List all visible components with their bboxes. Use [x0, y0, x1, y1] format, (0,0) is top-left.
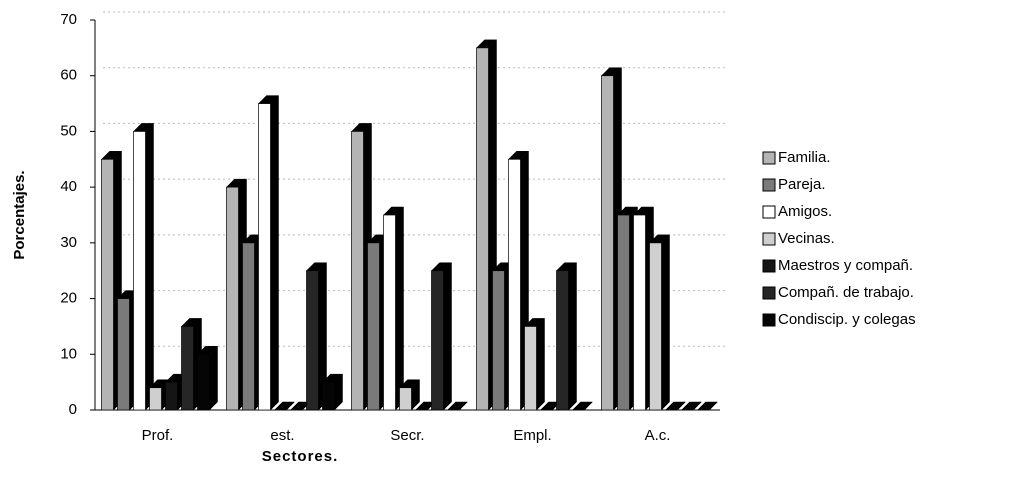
- bar: [617, 214, 630, 411]
- legend-swatch: [762, 286, 776, 300]
- x-tick-label: Secr.: [390, 427, 424, 444]
- bar-top: [696, 401, 719, 411]
- bar-side: [395, 206, 404, 411]
- bar-side: [568, 262, 577, 411]
- legend-label: Compañ. de trabajo.: [778, 284, 914, 301]
- bar: [399, 387, 412, 411]
- y-tick-label: 40: [60, 178, 77, 195]
- bar: [476, 47, 489, 411]
- y-tick-label: 60: [60, 67, 77, 84]
- bar: [367, 242, 380, 411]
- x-tick-label: Prof.: [142, 427, 174, 444]
- bar: [431, 270, 444, 411]
- x-tick-label: A.c.: [645, 427, 671, 444]
- bar: [181, 326, 194, 411]
- bar-top: [680, 401, 703, 411]
- bar: [524, 326, 537, 411]
- y-tick-label: 0: [69, 401, 77, 418]
- bar: [306, 270, 319, 411]
- y-tick-label: 20: [60, 290, 77, 307]
- bar: [601, 75, 614, 411]
- bar-side: [270, 94, 279, 411]
- legend-swatch: [762, 205, 776, 219]
- bar: [633, 214, 646, 411]
- legend-swatch: [762, 232, 776, 246]
- bar: [556, 270, 569, 411]
- bar-side: [536, 317, 545, 411]
- bar: [351, 131, 364, 411]
- y-tick-label: 50: [60, 122, 77, 139]
- bar-side: [209, 345, 218, 411]
- bar-top: [446, 401, 469, 411]
- bar: [492, 270, 505, 411]
- y-tick-label: 70: [60, 11, 77, 28]
- y-axis-label: Porcentajes.: [11, 170, 28, 259]
- bar: [258, 103, 271, 411]
- bar: [242, 242, 255, 411]
- bar: [508, 158, 521, 411]
- legend-swatch: [762, 178, 776, 192]
- y-tick-label: 10: [60, 345, 77, 362]
- x-tick-label: Empl.: [513, 427, 551, 444]
- legend-label: Familia.: [778, 149, 831, 166]
- legend-label: Vecinas.: [778, 230, 835, 247]
- legend-swatch: [762, 151, 776, 165]
- bar-side: [661, 234, 670, 411]
- bar-top: [273, 401, 296, 411]
- bar-top: [571, 401, 594, 411]
- bar: [649, 242, 662, 411]
- bar: [101, 158, 114, 411]
- bar: [226, 186, 239, 411]
- legend-label: Pareja.: [778, 176, 826, 193]
- x-tick-label: est.: [270, 427, 294, 444]
- bar: [197, 353, 210, 411]
- bar: [165, 381, 178, 411]
- bar: [117, 298, 130, 411]
- legend-swatch: [762, 259, 776, 273]
- legend-swatch: [762, 313, 776, 327]
- bar-top: [664, 401, 687, 411]
- bar: [133, 131, 146, 411]
- bar-side: [145, 122, 154, 411]
- bar: [383, 214, 396, 411]
- bar: [322, 381, 335, 411]
- legend-label: Maestros y compañ.: [778, 257, 913, 274]
- x-axis-label: Sectores.: [262, 448, 339, 465]
- bar: [149, 387, 162, 411]
- legend-label: Condiscip. y colegas: [778, 311, 916, 328]
- legend-label: Amigos.: [778, 203, 832, 220]
- y-tick-label: 30: [60, 234, 77, 251]
- bar-side: [443, 262, 452, 411]
